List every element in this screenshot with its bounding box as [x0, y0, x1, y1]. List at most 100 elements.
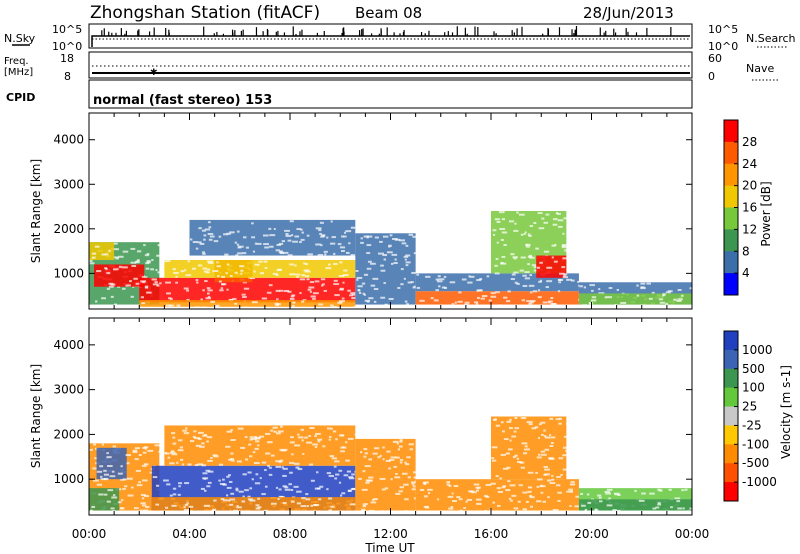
data-gap — [537, 289, 541, 292]
data-gap — [152, 283, 159, 286]
data-gap — [355, 270, 359, 273]
data-gap — [552, 223, 558, 226]
data-gap — [195, 444, 202, 447]
data-gap — [89, 448, 93, 451]
data-gap — [195, 247, 199, 250]
data-gap — [186, 289, 189, 292]
data-gap — [458, 498, 463, 501]
data-gap — [686, 510, 690, 513]
data-gap — [144, 254, 150, 257]
power-data — [89, 211, 694, 309]
data-gap — [501, 430, 505, 433]
data-gap — [416, 286, 421, 289]
data-gap — [216, 261, 219, 264]
data-gap — [689, 507, 694, 510]
data-gap — [598, 288, 601, 291]
data-gap — [187, 463, 192, 466]
data-gap — [274, 302, 279, 305]
data-gap — [465, 500, 468, 503]
colorbar-tick-label: -25 — [742, 418, 762, 432]
data-gap — [169, 451, 176, 454]
data-gap — [195, 279, 199, 282]
data-gap — [259, 272, 265, 275]
data-gap — [589, 284, 595, 287]
data-gap — [316, 487, 321, 490]
data-gap — [522, 508, 527, 511]
data-gap — [657, 502, 661, 505]
data-gap — [665, 291, 671, 294]
data-gap — [494, 272, 500, 275]
data-gap — [536, 266, 541, 269]
data-gap — [301, 439, 304, 442]
data-gap — [594, 509, 599, 512]
y-tick-label: 2000 — [53, 427, 84, 441]
data-gap — [517, 500, 521, 503]
data-gap — [384, 487, 389, 490]
data-gap — [496, 241, 499, 244]
data-gap — [529, 256, 535, 259]
data-gap — [295, 466, 300, 469]
data-gap — [463, 507, 466, 510]
data-gap — [549, 482, 556, 485]
velocity-x-ticks — [88, 318, 693, 515]
data-gap — [423, 482, 427, 485]
data-gap — [520, 466, 525, 469]
data-gap — [366, 244, 372, 247]
data-gap — [530, 300, 536, 303]
data-gap — [501, 255, 506, 258]
data-gap — [543, 466, 548, 469]
data-gap — [467, 281, 473, 284]
data-gap — [372, 499, 375, 502]
data-gap — [242, 473, 247, 476]
data-gap — [253, 270, 256, 273]
data-gap — [289, 297, 295, 300]
data-gap — [443, 275, 447, 278]
data-gap — [242, 281, 247, 284]
data-region — [151, 497, 356, 511]
colorbar-swatch — [724, 141, 738, 165]
data-gap — [514, 427, 520, 430]
data-gap — [373, 288, 379, 291]
data-gap — [541, 217, 545, 220]
data-gap — [183, 506, 186, 509]
data-gap — [264, 469, 267, 472]
data-gap — [514, 454, 518, 457]
data-gap — [169, 462, 175, 465]
data-gap — [229, 458, 235, 461]
data-gap — [475, 302, 479, 305]
data-gap — [354, 433, 358, 436]
data-gap — [234, 241, 238, 244]
data-gap — [144, 285, 149, 288]
data-gap — [132, 450, 138, 453]
data-gap — [216, 265, 221, 268]
data-gap — [403, 510, 408, 513]
data-gap — [521, 442, 528, 445]
nsearch-tick-bottom: 10^0 — [708, 40, 738, 53]
data-gap — [491, 457, 495, 460]
nave-label: Nave — [746, 62, 774, 75]
data-gap — [527, 486, 533, 489]
data-gap — [140, 509, 143, 512]
data-gap — [468, 490, 473, 493]
data-gap — [208, 261, 214, 264]
data-gap — [646, 282, 651, 285]
data-gap — [118, 501, 122, 504]
data-gap — [305, 275, 310, 278]
data-gap — [483, 494, 488, 497]
data-gap — [543, 250, 550, 253]
data-gap — [438, 278, 445, 281]
data-gap — [392, 238, 398, 241]
data-gap — [146, 252, 150, 255]
data-gap — [330, 304, 334, 307]
data-gap — [115, 257, 119, 260]
data-gap — [394, 476, 401, 479]
data-gap — [408, 443, 414, 446]
data-gap — [240, 269, 244, 272]
data-gap — [162, 479, 169, 482]
data-gap — [341, 492, 346, 495]
data-gap — [317, 254, 324, 257]
data-gap — [584, 508, 588, 511]
data-gap — [399, 461, 403, 464]
data-gap — [103, 473, 109, 476]
